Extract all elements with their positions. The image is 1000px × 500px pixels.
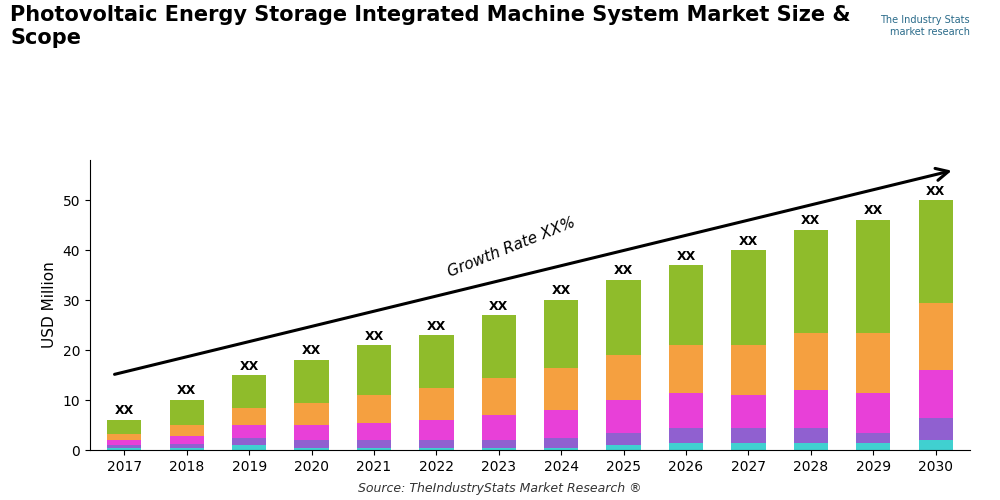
Bar (419, 448, 454, 450)
Bar (232, 375, 266, 408)
Bar (482, 448, 516, 450)
Bar (856, 432, 890, 442)
Bar (170, 436, 204, 444)
Text: XX: XX (801, 214, 820, 228)
Bar (170, 425, 204, 436)
Bar (669, 345, 703, 393)
Bar (606, 400, 641, 432)
Bar (669, 428, 703, 442)
Text: Photovoltaic Energy Storage Integrated Machine System Market Size &
Scope: Photovoltaic Energy Storage Integrated M… (10, 5, 851, 48)
Bar (357, 345, 391, 395)
Bar (232, 408, 266, 425)
Bar (856, 442, 890, 450)
Text: XX: XX (739, 234, 758, 248)
Bar (794, 332, 828, 390)
Bar (731, 250, 766, 345)
Bar (669, 442, 703, 450)
Text: XX: XX (427, 320, 446, 332)
Bar (794, 442, 828, 450)
Bar (794, 390, 828, 428)
Bar (107, 445, 141, 448)
Bar (107, 420, 141, 434)
Bar (606, 280, 641, 355)
Text: XX: XX (926, 184, 945, 198)
Bar (731, 395, 766, 428)
Bar (794, 428, 828, 442)
Bar (794, 230, 828, 332)
Bar (357, 395, 391, 422)
Bar (294, 402, 329, 425)
Text: XX: XX (115, 404, 134, 417)
Bar (606, 432, 641, 445)
Y-axis label: USD Million: USD Million (42, 262, 57, 348)
Bar (419, 335, 454, 388)
Bar (856, 220, 890, 332)
Text: XX: XX (240, 360, 259, 372)
Bar (232, 438, 266, 445)
Bar (170, 400, 204, 425)
Bar (856, 392, 890, 432)
Text: XX: XX (302, 344, 321, 358)
Bar (294, 360, 329, 403)
Bar (544, 448, 578, 450)
Bar (919, 440, 953, 450)
Text: XX: XX (614, 264, 633, 278)
Bar (544, 410, 578, 438)
Bar (170, 448, 204, 450)
Bar (419, 388, 454, 420)
Text: XX: XX (552, 284, 571, 298)
Bar (919, 302, 953, 370)
Bar (357, 448, 391, 450)
Text: XX: XX (864, 204, 883, 218)
Text: XX: XX (364, 330, 384, 342)
Bar (919, 200, 953, 302)
Bar (170, 444, 204, 448)
Bar (606, 355, 641, 400)
Bar (357, 422, 391, 440)
Bar (544, 300, 578, 368)
Bar (544, 368, 578, 410)
Text: Source: TheIndustryStats Market Research ®: Source: TheIndustryStats Market Research… (358, 482, 642, 495)
Bar (232, 425, 266, 438)
Bar (606, 445, 641, 450)
Bar (482, 315, 516, 378)
Bar (731, 442, 766, 450)
Text: Growth Rate XX%: Growth Rate XX% (445, 215, 577, 280)
Bar (232, 445, 266, 450)
Bar (669, 265, 703, 345)
Bar (419, 420, 454, 440)
Text: XX: XX (489, 300, 508, 312)
Bar (107, 440, 141, 445)
Bar (856, 332, 890, 392)
Bar (482, 415, 516, 440)
Bar (731, 345, 766, 395)
Bar (919, 418, 953, 440)
Bar (669, 392, 703, 428)
Bar (294, 440, 329, 448)
Bar (482, 378, 516, 415)
Text: XX: XX (676, 250, 696, 262)
Bar (544, 438, 578, 448)
Bar (419, 440, 454, 448)
Bar (919, 370, 953, 418)
Bar (107, 448, 141, 450)
Bar (482, 440, 516, 448)
Bar (294, 425, 329, 440)
Bar (294, 448, 329, 450)
Bar (731, 428, 766, 442)
Text: The Industry Stats
market research: The Industry Stats market research (880, 15, 970, 36)
Text: XX: XX (177, 384, 196, 398)
Bar (357, 440, 391, 448)
Bar (107, 434, 141, 440)
